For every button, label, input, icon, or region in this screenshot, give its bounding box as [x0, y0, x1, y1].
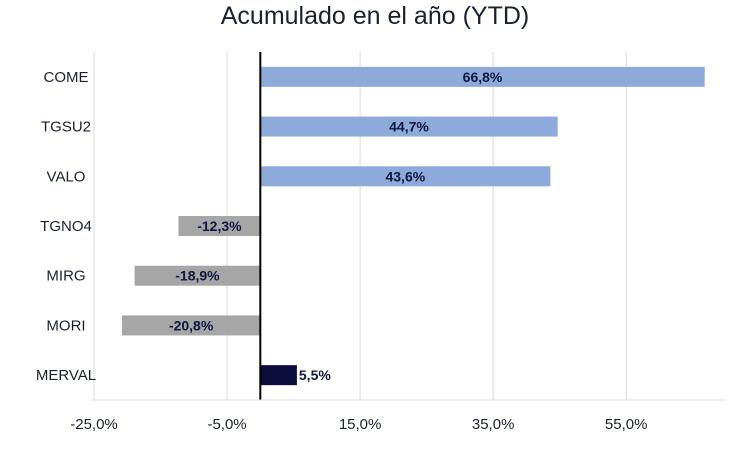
data-label-valo: 43,6%: [385, 168, 425, 184]
labels: -25,0% -5,0% 15,0% 35,0% 55,0% COME 66,8% TGSU2…: [36, 69, 648, 433]
bar-valo: [260, 166, 551, 187]
gridlines: [93, 52, 627, 400]
category-label-tgno4: TGNO4: [40, 218, 92, 235]
data-label-mori: -20,8%: [169, 317, 214, 333]
x-tick-label-4: 55,0%: [605, 416, 648, 433]
bar-tgno4: [178, 216, 261, 236]
data-label-merval: 5,5%: [299, 367, 331, 383]
category-label-come: COME: [44, 69, 89, 86]
bar-merval: [260, 365, 297, 386]
x-tick-label-2: 15,0%: [339, 416, 382, 433]
data-label-come: 66,8%: [463, 69, 503, 85]
category-label-merval: MERVAL: [36, 367, 96, 384]
category-label-valo: VALO: [47, 168, 86, 185]
x-tick-label-0: -25,0%: [70, 416, 118, 433]
x-tick-label-3: 35,0%: [472, 416, 515, 433]
bars: [121, 66, 705, 386]
chart-title: Acumulado en el año (YTD): [220, 2, 530, 30]
axes: [90, 52, 726, 401]
bar-come: [260, 66, 705, 87]
data-label-tgno4: -12,3%: [197, 218, 242, 234]
x-tick-label-1: -5,0%: [207, 416, 246, 433]
data-label-mirg: -18,9%: [175, 268, 220, 284]
data-label-tgsu2: 44,7%: [389, 119, 429, 135]
bar-mirg: [134, 265, 261, 286]
bar-mori: [121, 315, 261, 336]
category-label-tgsu2: TGSU2: [41, 119, 91, 136]
category-label-mori: MORI: [46, 317, 85, 334]
category-label-mirg: MIRG: [46, 268, 85, 285]
bar-tgsu2: [260, 116, 558, 137]
